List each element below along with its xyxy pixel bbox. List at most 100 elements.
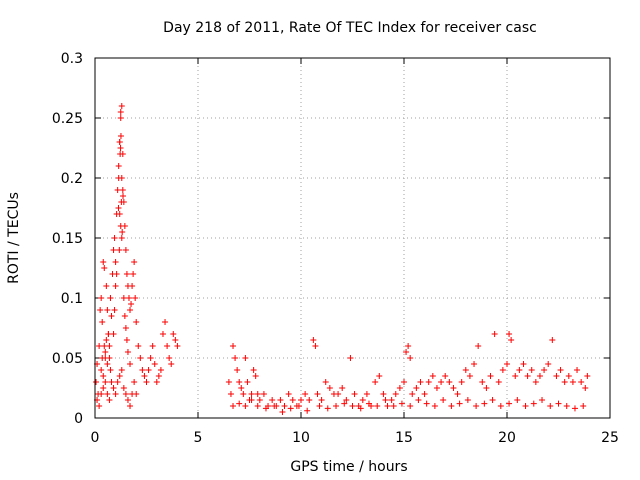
- data-point: [122, 247, 129, 253]
- data-point: [440, 397, 447, 403]
- data-point: [471, 361, 478, 367]
- data-point: [132, 295, 139, 301]
- data-point: [376, 373, 383, 379]
- data-point: [524, 373, 531, 379]
- data-point: [117, 151, 124, 157]
- data-point: [120, 295, 127, 301]
- data-point: [450, 385, 457, 391]
- data-point: [244, 379, 251, 385]
- data-point: [335, 391, 342, 397]
- data-point: [137, 355, 144, 361]
- data-point: [114, 187, 121, 193]
- data-point: [117, 115, 124, 121]
- data-point: [127, 361, 134, 367]
- data-point: [107, 295, 114, 301]
- x-tick-label: 25: [601, 430, 619, 446]
- data-point: [407, 355, 414, 361]
- data-point: [117, 145, 124, 151]
- data-point: [117, 109, 124, 115]
- data-point: [458, 379, 465, 385]
- data-point: [285, 391, 292, 397]
- data-point: [341, 400, 348, 407]
- data-point: [232, 355, 239, 361]
- data-point: [118, 175, 125, 181]
- data-point: [454, 391, 461, 397]
- data-point: [145, 367, 152, 373]
- data-point: [279, 409, 286, 415]
- data-point: [277, 397, 284, 403]
- data-point: [499, 367, 506, 373]
- data-point: [384, 403, 391, 409]
- data-point: [93, 379, 100, 385]
- data-point: [262, 405, 269, 412]
- data-point: [120, 385, 127, 391]
- data-point: [497, 403, 504, 409]
- data-point: [425, 379, 432, 385]
- data-point: [114, 379, 121, 385]
- data-point: [491, 331, 498, 337]
- data-point: [333, 403, 340, 409]
- data-point: [466, 373, 473, 379]
- data-point: [108, 379, 115, 385]
- data-point: [98, 367, 105, 373]
- data-point: [423, 400, 430, 407]
- data-point: [250, 367, 257, 373]
- data-point: [166, 355, 173, 361]
- data-point: [141, 373, 148, 379]
- data-point: [238, 385, 245, 391]
- data-point: [421, 391, 428, 397]
- data-point: [98, 391, 105, 397]
- data-point: [520, 361, 527, 367]
- data-point: [388, 397, 395, 403]
- data-point: [234, 367, 241, 373]
- x-tick-label: 0: [91, 430, 100, 446]
- data-point: [372, 379, 379, 385]
- data-point: [295, 403, 302, 409]
- data-point: [464, 397, 471, 403]
- data-point: [164, 343, 171, 349]
- data-point: [318, 397, 325, 403]
- data-point: [512, 373, 519, 379]
- data-point: [481, 400, 488, 407]
- data-point: [462, 367, 469, 373]
- data-point: [105, 331, 112, 337]
- data-point: [112, 391, 119, 397]
- data-point: [124, 349, 131, 355]
- data-point: [322, 379, 329, 385]
- data-point: [123, 337, 130, 343]
- data-point: [98, 295, 105, 301]
- data-point: [565, 373, 572, 379]
- data-point: [103, 337, 110, 343]
- data-point: [155, 373, 162, 379]
- data-point: [584, 373, 591, 379]
- data-point: [396, 385, 403, 391]
- data-point: [339, 385, 346, 391]
- data-point: [314, 391, 321, 397]
- data-point: [122, 391, 129, 397]
- data-point: [97, 307, 104, 313]
- data-point: [563, 403, 570, 409]
- data-point: [149, 343, 156, 349]
- data-point: [349, 403, 356, 409]
- plot-frame: [94, 57, 611, 419]
- data-point: [118, 103, 125, 109]
- data-point: [118, 199, 125, 205]
- data-point: [112, 283, 119, 289]
- data-point: [306, 397, 313, 403]
- data-point: [112, 259, 119, 265]
- data-point: [390, 403, 397, 409]
- data-point: [118, 367, 125, 373]
- grid: [95, 58, 610, 418]
- data-point: [100, 259, 107, 265]
- data-point: [536, 373, 543, 379]
- data-point: [578, 379, 585, 385]
- data-point: [131, 259, 138, 265]
- data-point: [446, 379, 453, 385]
- y-tick-label: 0.25: [52, 111, 83, 127]
- data-point: [127, 403, 134, 409]
- data-point: [287, 405, 294, 412]
- data-point: [298, 397, 304, 403]
- data-point: [122, 325, 129, 331]
